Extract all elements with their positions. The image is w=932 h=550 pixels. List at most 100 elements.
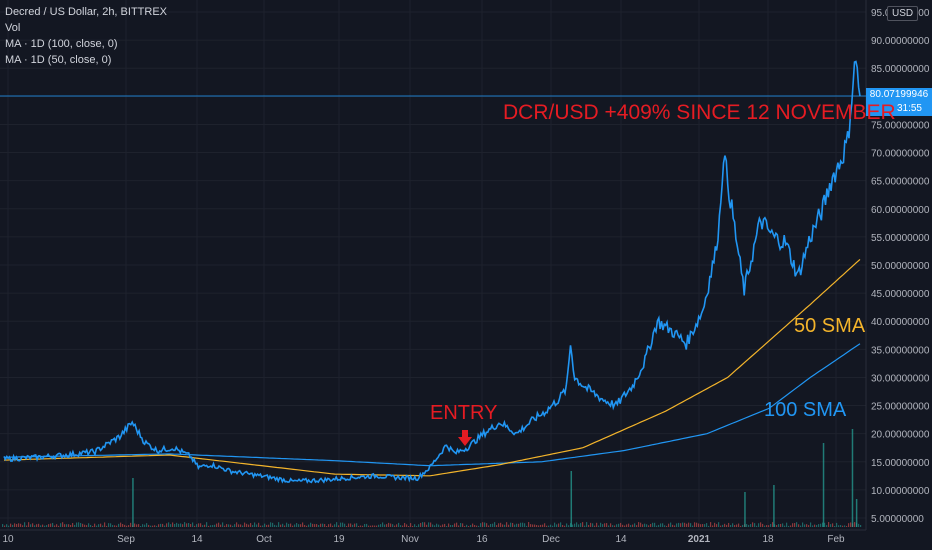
volume-bar: [216, 523, 218, 527]
volume-bar: [50, 523, 52, 527]
volume-bar: [584, 525, 586, 527]
volume-bar: [642, 524, 644, 527]
volume-spike: [570, 471, 573, 527]
last-price-tag: 80.07199946: [866, 88, 932, 102]
volume-bar: [206, 522, 208, 527]
volume-bar: [408, 525, 410, 527]
volume-bar: [402, 525, 404, 527]
volume-bar: [604, 523, 606, 527]
volume-bar: [554, 522, 556, 527]
volume-bar: [738, 523, 740, 527]
volume-bar: [326, 525, 328, 527]
volume-bar: [272, 522, 274, 527]
price-line[interactable]: [3, 60, 861, 484]
volume-bar: [58, 525, 60, 527]
volume-bar: [2, 524, 4, 527]
volume-bar: [800, 525, 802, 527]
x-tick-label: Dec: [542, 534, 560, 545]
volume-bar: [128, 525, 130, 527]
volume-spike: [855, 499, 858, 527]
volume-bar: [44, 525, 46, 527]
volume-bar: [386, 524, 388, 527]
y-tick-label: 60.00000000: [871, 205, 930, 216]
x-tick-label: Oct: [256, 534, 272, 545]
volume-bar: [802, 522, 804, 527]
volume-bar: [434, 525, 436, 527]
bar-countdown-tag: 31:55: [866, 102, 932, 116]
volume-bar: [804, 524, 806, 527]
volume-bar: [352, 524, 354, 527]
volume-bar: [178, 523, 180, 527]
volume-bar: [752, 522, 754, 527]
volume-bar: [624, 525, 626, 527]
volume-bar: [200, 523, 202, 527]
volume-bar: [346, 525, 348, 527]
volume-bar: [398, 522, 400, 527]
headline-annotation: DCR/USD +409% SINCE 12 NOVEMBER: [503, 101, 896, 124]
volume-bar: [392, 524, 394, 527]
volume-bar: [512, 522, 514, 527]
x-tick-label: 10: [2, 534, 14, 545]
volume-bar: [798, 524, 800, 527]
volume-bar: [490, 523, 492, 527]
volume-bar: [444, 523, 446, 527]
volume-bar: [704, 524, 706, 527]
y-tick-label: 90.00000000: [871, 36, 930, 47]
volume-bar: [656, 525, 658, 527]
volume-bar: [12, 524, 14, 527]
volume-bar: [650, 523, 652, 527]
volume-bar: [598, 525, 600, 527]
volume-bar: [298, 524, 300, 527]
volume-bar: [784, 525, 786, 527]
volume-bar: [228, 524, 230, 527]
currency-badge[interactable]: USD: [887, 6, 919, 21]
legend-ma50[interactable]: MA · 1D (50, close, 0): [5, 54, 112, 66]
volume-bar: [606, 523, 608, 527]
volume-bar: [576, 522, 578, 527]
legend-symbol[interactable]: Decred / US Dollar, 2h, BITTREX: [5, 6, 167, 18]
x-tick-label: 19: [333, 534, 345, 545]
volume-bar: [368, 525, 370, 527]
volume-bar: [732, 523, 734, 527]
volume-bar: [482, 522, 484, 527]
volume-bar: [76, 522, 78, 527]
x-tick-label: 16: [476, 534, 488, 545]
volume-bar: [94, 523, 96, 527]
volume-bar: [472, 523, 474, 527]
volume-bar: [106, 525, 108, 527]
volume-bar: [212, 525, 214, 527]
legend-vol[interactable]: Vol: [5, 22, 21, 34]
volume-bar: [818, 524, 820, 527]
volume-bar: [160, 523, 162, 527]
volume-bar: [280, 524, 282, 527]
volume-bar: [312, 523, 314, 527]
volume-bar: [596, 522, 598, 527]
volume-bar: [260, 525, 262, 527]
volume-bar: [230, 524, 232, 527]
x-tick-label: Nov: [401, 534, 419, 545]
volume-bar: [572, 524, 574, 527]
volume-bar: [716, 524, 718, 527]
volume-bar: [740, 525, 742, 527]
volume-bar: [28, 522, 30, 527]
volume-bar: [454, 523, 456, 527]
volume-bar: [92, 525, 94, 527]
volume-bar: [48, 524, 50, 527]
legend-ma100[interactable]: MA · 1D (100, close, 0): [5, 38, 118, 50]
volume-bar: [646, 524, 648, 527]
volume-bar: [172, 522, 174, 527]
volume-bar: [270, 522, 272, 527]
volume-bar: [380, 524, 382, 527]
volume-bar: [432, 524, 434, 527]
volume-bar: [834, 525, 836, 527]
volume-bar: [184, 522, 186, 527]
volume-bar: [254, 522, 256, 527]
volume-bar: [724, 523, 726, 527]
volume-bar: [300, 524, 302, 527]
volume-bar: [480, 523, 482, 527]
volume-bar: [760, 522, 762, 527]
y-tick-label: 30.00000000: [871, 373, 930, 384]
volume-bar: [328, 524, 330, 527]
